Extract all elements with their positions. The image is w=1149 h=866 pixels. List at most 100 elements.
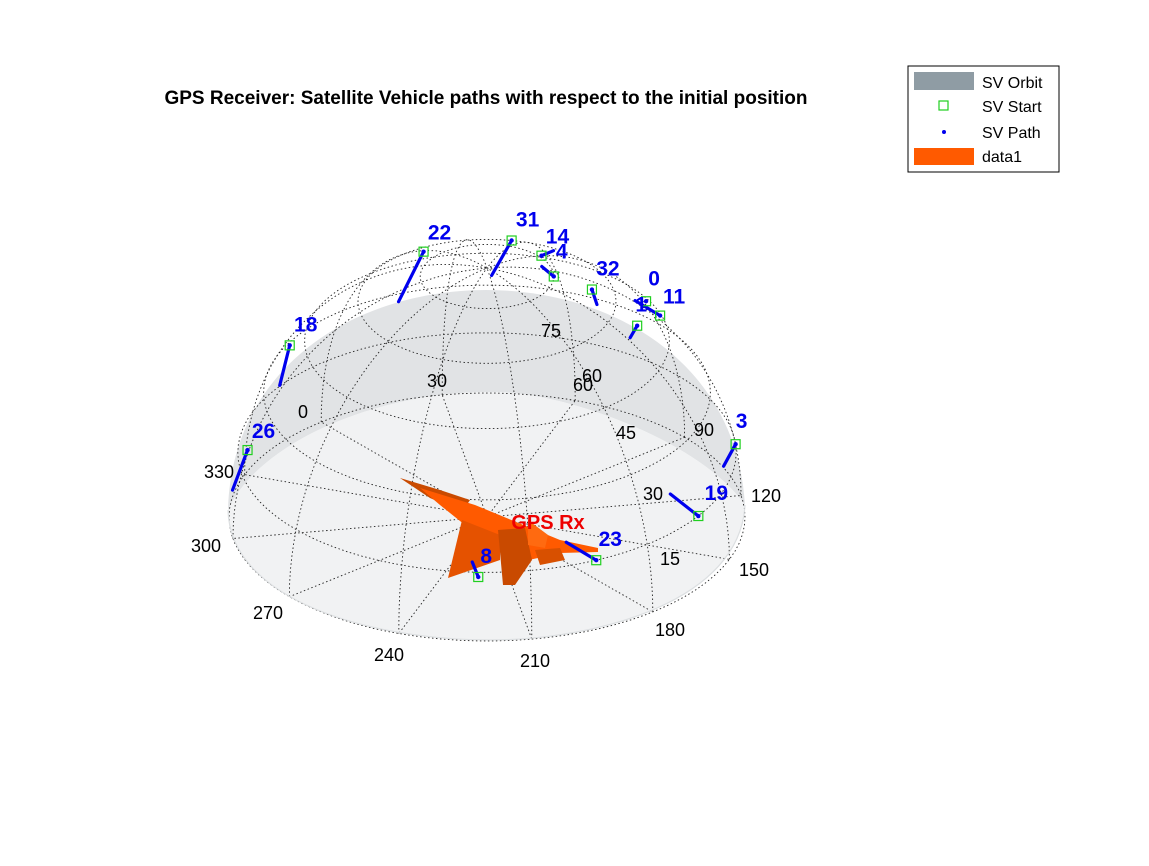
- satellite-1: 1: [628, 294, 647, 340]
- dome-rim: [227, 504, 746, 641]
- legend-entry-sv-orbit: SV Orbit: [914, 72, 1043, 92]
- sv-path-point: [696, 513, 701, 519]
- sv-path-point: [245, 447, 250, 453]
- aircraft-tail: [498, 528, 532, 585]
- sv-start-marker: [284, 340, 295, 351]
- sv-path-point: [634, 323, 640, 328]
- sv-id-label: 14: [546, 226, 570, 249]
- dome-upper-surface: [228, 289, 745, 510]
- azimuth-tick-label: 270: [253, 603, 283, 623]
- aircraft-icon: [400, 478, 598, 585]
- satellite-19: 19: [668, 482, 728, 522]
- azimuth-floor-spoke: [486, 516, 730, 560]
- aircraft-fin: [528, 520, 548, 548]
- satellite-32: 32: [586, 258, 620, 307]
- azimuth-tick-label: 90: [694, 420, 714, 440]
- sv-path-trail: [590, 287, 599, 307]
- sv-path-point: [733, 441, 738, 447]
- sv-id-label: 4: [556, 240, 568, 263]
- azimuth-meridian: [486, 255, 686, 438]
- satellite-26: 26: [230, 420, 275, 492]
- azimuth-tick-label: 300: [191, 536, 221, 556]
- satellite-31: 31: [490, 208, 540, 278]
- sv-path-trail: [278, 343, 292, 387]
- azimuth-meridian: [486, 267, 654, 613]
- aircraft-wing-right: [448, 520, 500, 578]
- sv-id-label: 1: [635, 294, 647, 317]
- azimuth-tick-label: 240: [374, 645, 404, 665]
- sv-id-label: 23: [599, 528, 622, 551]
- sv-start-marker: [591, 555, 602, 566]
- sv-path-point: [643, 299, 649, 304]
- sv-id-label: 18: [294, 313, 318, 336]
- sv-start-marker: [548, 271, 559, 282]
- sv-start-marker: [586, 284, 598, 295]
- elevation-tick-labels: 15 30 45 60 75: [541, 321, 680, 569]
- sv-path-trail: [470, 560, 480, 579]
- sv-path-point: [594, 558, 599, 563]
- legend-entry-sv-start: SV Start: [938, 99, 1042, 116]
- sv-path-point: [476, 574, 481, 580]
- azimuth-tick-label: 0: [298, 402, 308, 422]
- satellite-11: 11: [633, 286, 686, 321]
- sv-path-trail: [490, 238, 514, 278]
- azimuth-meridian: [398, 267, 488, 634]
- legend-entry-data1: data1: [914, 148, 1022, 166]
- sv-id-label: 26: [252, 420, 275, 443]
- sv-path-point: [551, 274, 556, 279]
- azimuth-tick-label: 330: [204, 462, 234, 482]
- sv-path-trail: [230, 448, 250, 492]
- satellite-3: 3: [722, 410, 748, 468]
- azimuth-meridian: [244, 263, 488, 475]
- sv-path-point: [509, 238, 514, 243]
- sv-path-point: [589, 287, 595, 292]
- sv-start-marker: [418, 246, 429, 257]
- azimuth-tick-label: 30: [427, 371, 447, 391]
- azimuth-meridian: [486, 267, 730, 560]
- legend-label-orbit: SV Orbit: [982, 75, 1043, 92]
- sv-id-label: 31: [516, 208, 540, 231]
- sv-start-marker: [632, 320, 643, 331]
- satellite-8: 8: [470, 545, 492, 583]
- sv-start-marker: [640, 296, 652, 307]
- elevation-tick-label: 30: [643, 484, 663, 504]
- satellite-18: 18: [278, 313, 318, 387]
- sv-path-point: [421, 249, 426, 254]
- azimuth-tick-label: 210: [520, 651, 550, 671]
- legend-swatch-orbit: [914, 72, 974, 90]
- receiver-label: GPS Rx: [511, 512, 584, 534]
- legend-swatch-data1: [914, 148, 974, 165]
- satellite-14: 14: [536, 226, 570, 261]
- azimuth-meridian: [288, 267, 488, 597]
- sv-path-point: [539, 253, 544, 258]
- sv-path-trail: [628, 324, 639, 340]
- sv-path-trail: [540, 264, 556, 279]
- sv-start-marker: [473, 571, 484, 583]
- elevation-tick-label: 75: [541, 321, 561, 341]
- sv-start-marker: [730, 439, 741, 450]
- azimuth-floor-spoke: [232, 516, 488, 539]
- satellite-22: 22: [396, 222, 451, 304]
- legend-swatch-path: [942, 130, 946, 134]
- legend-entry-sv-path: SV Path: [942, 125, 1041, 142]
- satellite-4: 4: [540, 240, 568, 282]
- legend-swatch-start: [938, 100, 949, 111]
- sv-id-label: 22: [428, 222, 451, 245]
- legend-label-data1: data1: [982, 149, 1022, 166]
- sv-path-point: [657, 313, 663, 318]
- sv-id-label: 11: [663, 286, 686, 309]
- legend-label-start: SV Start: [982, 99, 1042, 116]
- sv-id-label: 0: [648, 267, 660, 290]
- sv-path-point: [287, 343, 292, 348]
- sv-start-marker: [242, 444, 253, 456]
- azimuth-floor-spoke: [486, 495, 742, 518]
- aircraft-fuselage: [420, 488, 598, 562]
- sv-id-label: 3: [736, 410, 748, 433]
- azimuth-tick-label: 150: [739, 560, 769, 580]
- sv-path-trail: [396, 250, 426, 304]
- elevation-tick-label: 15: [660, 549, 680, 569]
- azimuth-tick-label: 120: [751, 486, 781, 506]
- sv-start-marker: [655, 310, 666, 321]
